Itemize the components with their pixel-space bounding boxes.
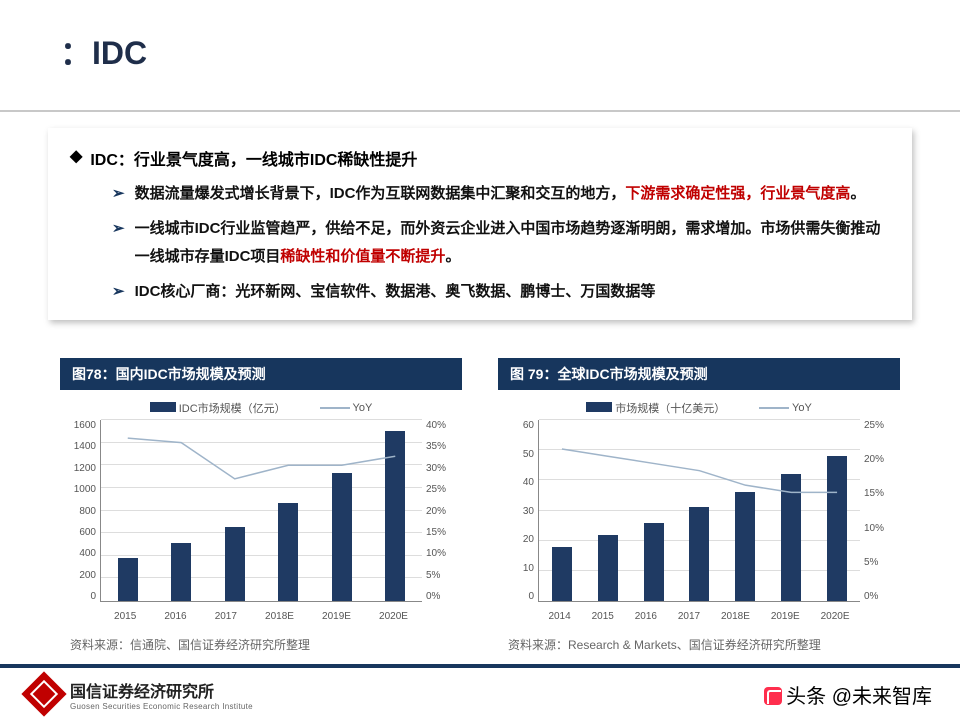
title-divider <box>0 110 960 112</box>
y-axis-left: 6050403020100 <box>498 420 534 602</box>
yoy-line <box>101 420 422 601</box>
footer-brand: 国信证券经济研究所 Guosen Securities Economic Res… <box>28 678 253 711</box>
watermark-text: 头条 @未来智库 <box>786 686 932 708</box>
bullet-text: 数据流量爆发式增长背景下，IDC作为互联网数据集中汇聚和交互的地方，下游需求确定… <box>135 180 866 209</box>
diamond-marker: ◆ <box>70 146 82 170</box>
chart-left: 图78：国内IDC市场规模及预测 IDC市场规模（亿元） YoY16001400… <box>60 358 462 653</box>
bullet-item: ➢一线城市IDC行业监管趋严，供给不足，而外资云企业进入中国市场趋势逐渐明朗，需… <box>112 215 890 272</box>
x-axis-labels: 2015201620172018E2019E2020E <box>100 611 422 622</box>
bullet-text: IDC核心厂商：光环新网、宝信软件、数据港、奥飞数据、鹏博士、万国数据等 <box>135 278 656 307</box>
footer: 国信证券经济研究所 Guosen Securities Economic Res… <box>0 664 960 720</box>
chart-legend: 市场规模（十亿美元） YoY <box>498 390 900 420</box>
x-axis-labels: 20142015201620172018E2019E2020E <box>538 611 860 622</box>
bullet-item: ➢ 数据流量爆发式增长背景下，IDC作为互联网数据集中汇聚和交互的地方，下游需求确… <box>112 180 890 209</box>
chart-source: 资料来源：信通院、国信证券经济研究所整理 <box>60 630 462 653</box>
chart-source: 资料来源：Research & Markets、国信证券经济研究所整理 <box>498 630 900 653</box>
toutiao-logo-icon <box>764 687 782 705</box>
y-axis-right: 40%35%30%25%20%15%10%5%0% <box>426 420 462 602</box>
guosen-logo-icon <box>21 671 66 716</box>
plot-area: 16001400120010008006004002000 40%35%30%25… <box>60 420 462 630</box>
footer-text: 国信证券经济研究所 Guosen Securities Economic Res… <box>70 678 253 711</box>
yoy-line <box>539 420 860 601</box>
plot-inner <box>538 420 860 602</box>
footer-cn: 国信证券经济研究所 <box>70 678 253 702</box>
heading-bullet: ◆ IDC：行业景气度高，一线城市IDC稀缺性提升 <box>70 146 890 170</box>
arrow-marker-icon: ➢ <box>112 215 125 272</box>
plot-area: 6050403020100 25%20%15%10%5%0% 20142015201… <box>498 420 900 630</box>
arrow-marker-icon: ➢ <box>112 278 125 307</box>
y-axis-left: 16001400120010008006004002000 <box>60 420 96 602</box>
plot-inner <box>100 420 422 602</box>
bullet-text: 一线城市IDC行业监管趋严，供给不足，而外资云企业进入中国市场趋势逐渐明朗，需求… <box>135 215 890 272</box>
bullet-item: ➢ IDC核心厂商：光环新网、宝信软件、数据港、奥飞数据、鹏博士、万国数据等 <box>112 278 890 307</box>
chart-title: 图78：国内IDC市场规模及预测 <box>60 358 462 390</box>
arrow-marker-icon: ➢ <box>112 180 125 209</box>
chart-title: 图 79：全球IDC市场规模及预测 <box>498 358 900 390</box>
slide-title: ：IDC <box>0 28 960 74</box>
chart-right: 图 79：全球IDC市场规模及预测 市场规模（十亿美元） YoY60504030… <box>498 358 900 653</box>
heading-text: IDC：行业景气度高，一线城市IDC稀缺性提升 <box>90 146 417 170</box>
content-panel: ◆ IDC：行业景气度高，一线城市IDC稀缺性提升 ➢ 数据流量爆发式增长背景下，… <box>48 128 912 320</box>
chart-legend: IDC市场规模（亿元） YoY <box>60 390 462 420</box>
footer-en: Guosen Securities Economic Research Inst… <box>70 702 253 711</box>
charts-row: 图78：国内IDC市场规模及预测 IDC市场规模（亿元） YoY16001400… <box>60 358 900 653</box>
y-axis-right: 25%20%15%10%5%0% <box>864 420 900 602</box>
watermark: 头条 @未来智库 <box>764 680 932 709</box>
